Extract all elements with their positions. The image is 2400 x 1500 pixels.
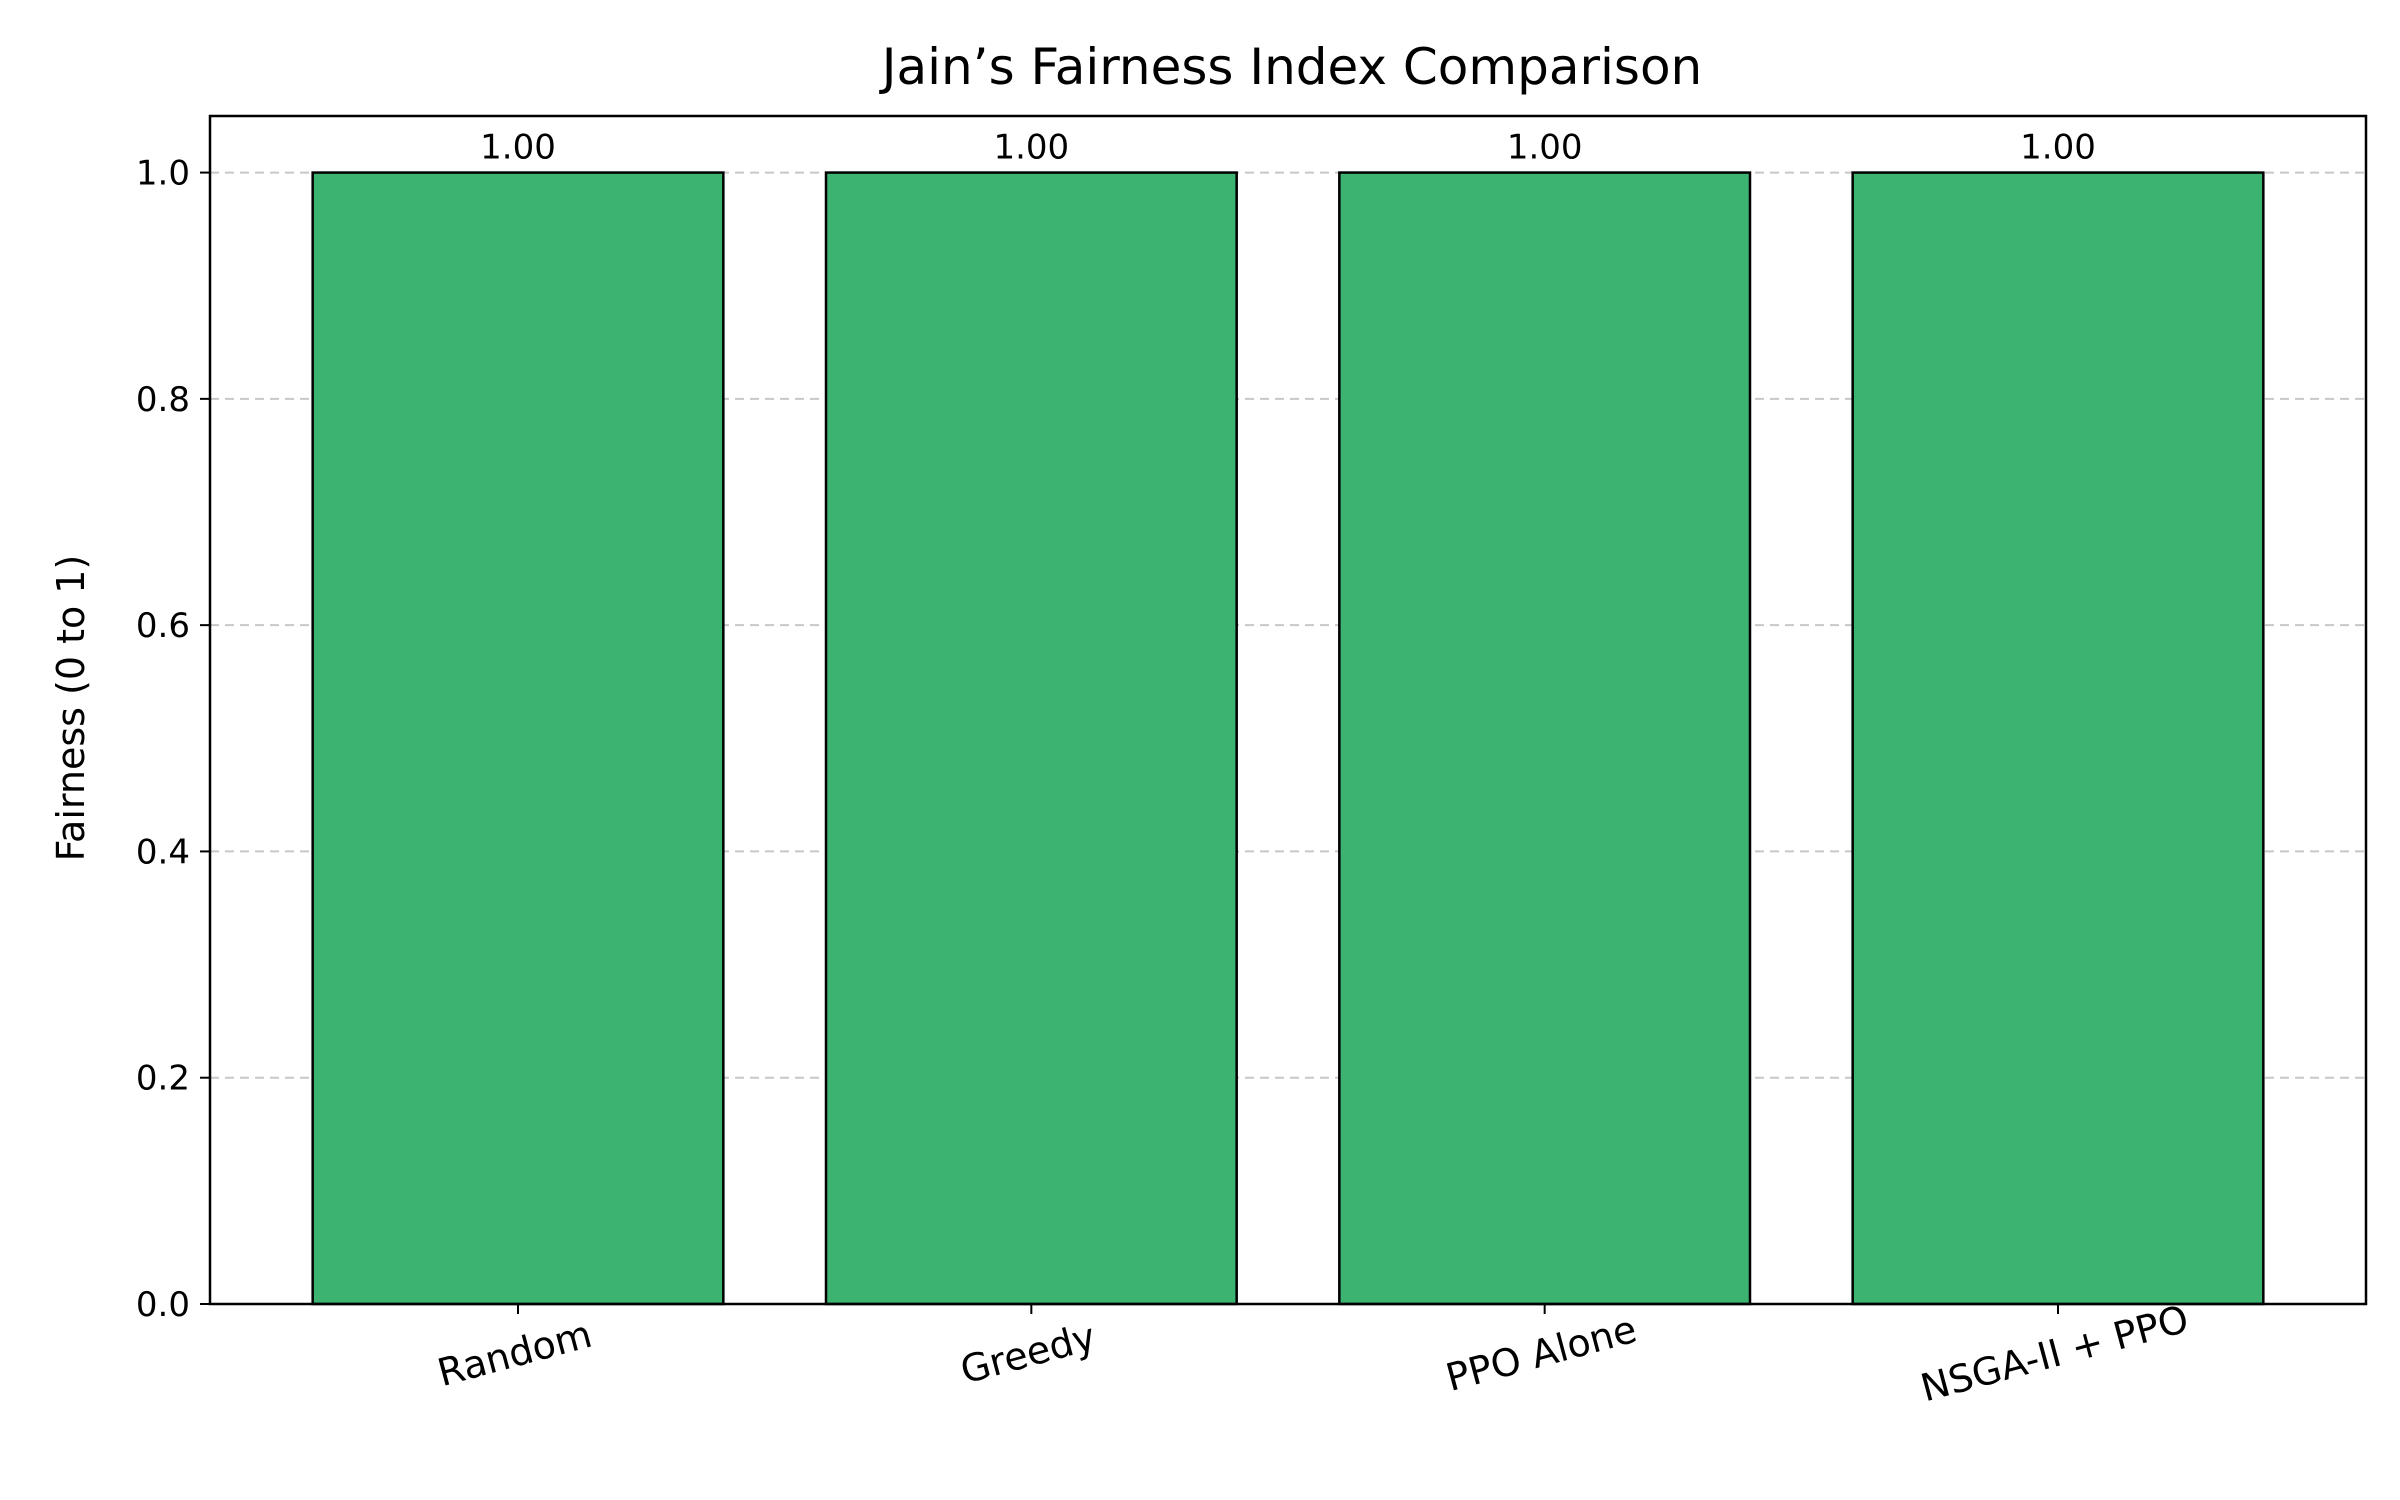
axes-frame — [208, 114, 2368, 1306]
axes — [208, 114, 2368, 1306]
bar-value-labels: 1.00 1.00 1.00 1.00 — [480, 128, 2096, 168]
y-tick-label: 0.2 — [136, 1059, 190, 1099]
y-tick-label: 0.6 — [136, 606, 190, 646]
bar-value-label: 1.00 — [993, 128, 1069, 168]
bar-nsga-ii-ppo — [1851, 171, 2265, 1306]
y-tick-label: 0.0 — [136, 1285, 190, 1325]
chart-title: Jain’s Fairness Index Comparison — [879, 38, 1703, 96]
bar-value-label: 1.00 — [1507, 128, 1583, 168]
y-axis-label: Fairness (0 to 1) — [49, 555, 93, 862]
y-tick-label: 0.8 — [136, 380, 190, 420]
bars — [311, 171, 2265, 1306]
bar-value-label: 1.00 — [2020, 128, 2096, 168]
y-tick-label: 1.0 — [136, 154, 190, 194]
bar-value-label: 1.00 — [480, 128, 556, 168]
y-tick-label: 0.4 — [136, 832, 190, 872]
bar-random — [311, 171, 725, 1306]
bar-ppo-alone — [1338, 171, 1752, 1306]
y-ticks: 0.0 0.2 0.4 0.6 0.8 1.0 — [136, 154, 210, 1325]
bar-greedy — [824, 171, 1238, 1306]
